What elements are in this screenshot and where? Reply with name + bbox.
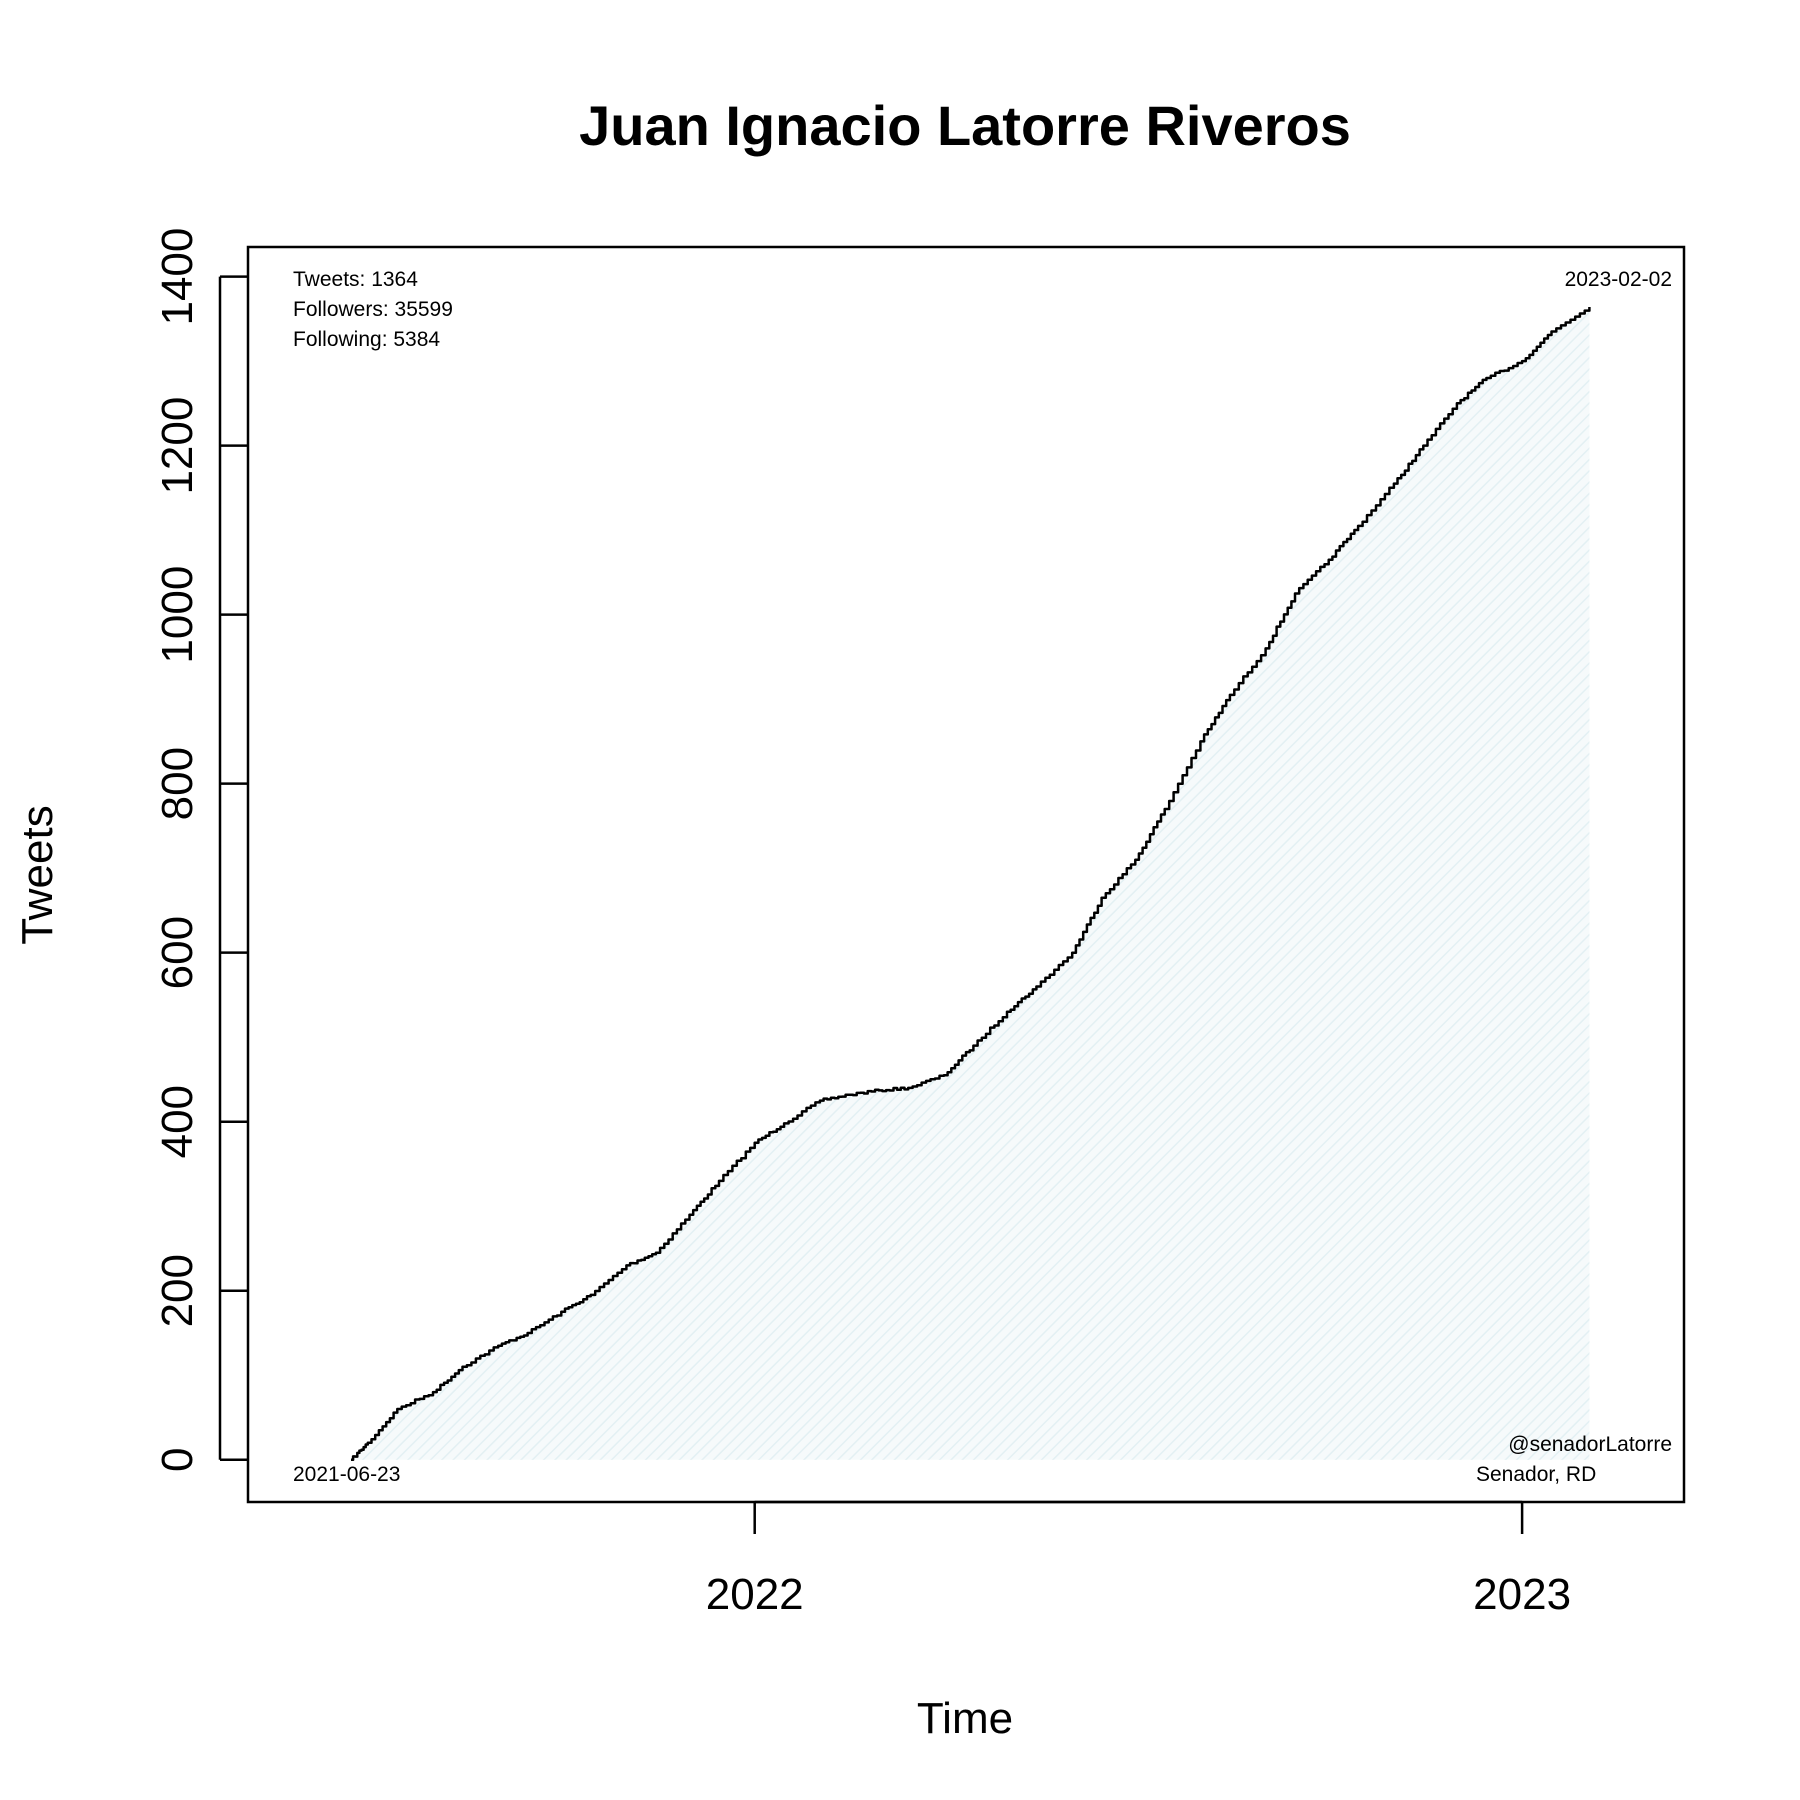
start-date-annotation: 2021-06-23: [293, 1463, 400, 1486]
y-tick-label: 600: [153, 916, 202, 989]
x-axis-label: Time: [917, 1694, 1013, 1743]
y-axis-label: Tweets: [13, 805, 62, 944]
y-tick-label: 1000: [153, 566, 202, 664]
y-tick-label: 200: [153, 1254, 202, 1327]
account-role: Senador, RD: [1476, 1463, 1596, 1486]
area-tint: [351, 307, 1590, 1460]
end-date-annotation: 2023-02-02: [1565, 268, 1672, 291]
y-tick-label: 800: [153, 747, 202, 820]
y-axis: 0 200 400 600 800 1000 1200 1400: [153, 228, 248, 1472]
y-tick-label: 400: [153, 1085, 202, 1158]
x-tick-label: 2023: [1473, 1570, 1571, 1619]
y-tick-label: 0: [153, 1448, 202, 1472]
x-axis: 2022 2023: [706, 1500, 1571, 1619]
chart-title: Juan Ignacio Latorre Riveros: [579, 94, 1351, 157]
following-stat: Following: 5384: [293, 328, 440, 351]
y-tick-label: 1200: [153, 397, 202, 495]
cumulative-tweets-line: [351, 307, 1591, 1461]
account-annotation: @senadorLatorre Senador, RD: [1476, 1433, 1672, 1486]
followers-stat: Followers: 35599: [293, 298, 453, 321]
account-handle: @senadorLatorre: [1508, 1433, 1672, 1456]
stats-annotation: Tweets: 1364 Followers: 35599 Following:…: [293, 268, 453, 351]
tweets-stat: Tweets: 1364: [293, 268, 418, 291]
plot-area: [351, 307, 1591, 1461]
y-tick-label: 1400: [153, 228, 202, 326]
x-tick-label: 2022: [706, 1570, 804, 1619]
